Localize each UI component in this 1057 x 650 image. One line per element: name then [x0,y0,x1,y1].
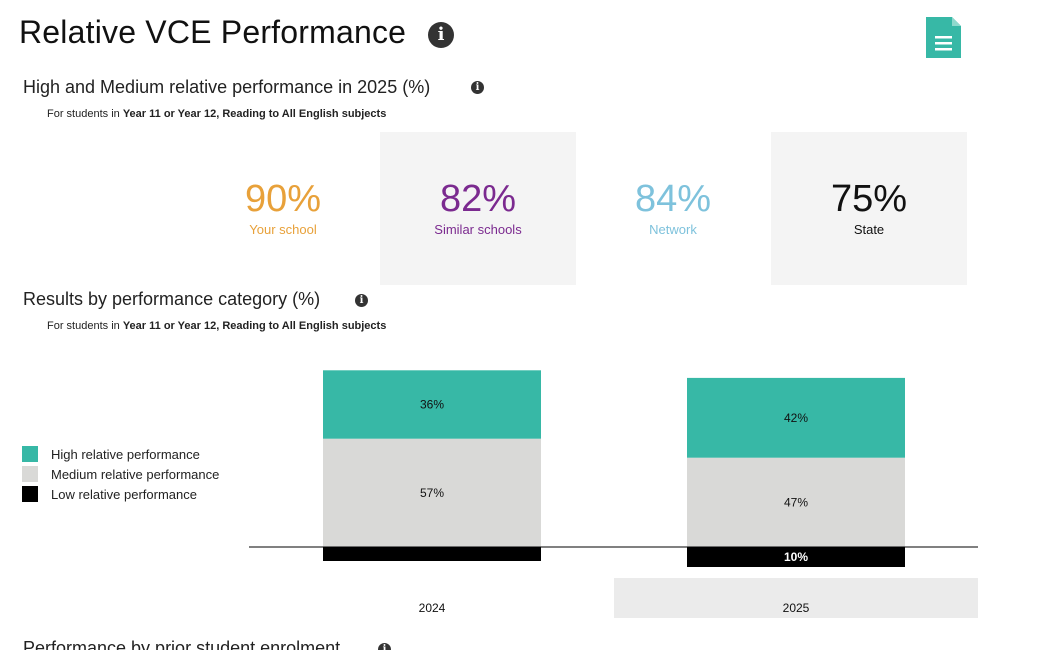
chart-legend: High relative performance Medium relativ… [22,444,219,504]
x-tick-label: 2025 [783,601,810,615]
legend-label: Low relative performance [51,486,197,502]
stat-value: 84% [634,178,712,220]
stat-similar-schools: 82% Similar schools [380,132,576,285]
bar-segment-medium [687,457,905,547]
bar-segment-low [323,547,541,561]
data-label-medium: 57% [420,486,444,500]
next-section-title: Performance by prior student enrolment [23,638,341,650]
summary-section-title: High and Medium relative performance in … [23,77,431,97]
legend-item-medium[interactable]: Medium relative performance [22,464,219,484]
category-highlight [614,578,978,618]
data-label-high: 42% [784,411,808,425]
legend-swatch-medium [22,466,38,482]
summary-subtitle-prefix: For students in [47,108,123,120]
bar-segment-low [687,547,905,567]
legend-label: High relative performance [51,446,200,462]
stat-network: 84% Network [575,132,771,285]
data-label-medium: 47% [784,495,808,509]
stat-your-school: 90% Your school [185,132,381,285]
results-section-title: Results by performance category (%) [23,289,321,309]
stat-value: 75% [830,178,908,220]
summary-info-icon[interactable]: i [471,81,484,94]
stat-value: 90% [244,178,322,220]
legend-label: Medium relative performance [51,466,220,482]
results-subtitle-prefix: For students in [47,320,123,332]
summary-subtitle: For students in Year 11 or Year 12, Read… [47,108,386,120]
stat-state: 75% State [771,132,967,285]
x-tick-label: 2024 [419,601,446,615]
stat-label: State [853,222,885,237]
bar-segment-medium [323,438,541,547]
legend-item-low[interactable]: Low relative performance [22,484,219,504]
legend-swatch-low [22,486,38,502]
data-label-low: 10% [784,550,808,564]
page-title: Relative VCE Performance [19,14,407,50]
summary-subtitle-bold: Year 11 or Year 12, Reading to All Engli… [122,108,387,120]
stat-label: Network [649,222,697,237]
legend-swatch-high [22,446,38,462]
stat-label: Similar schools [434,222,522,237]
stat-label: Your school [249,222,317,237]
stat-value: 82% [439,178,517,220]
results-subtitle: For students in Year 11 or Year 12, Read… [47,320,386,332]
data-label-high: 36% [420,398,444,412]
document-icon[interactable] [926,17,961,58]
legend-item-high[interactable]: High relative performance [22,444,219,464]
next-section-info-icon[interactable]: i [378,643,391,650]
info-icon[interactable]: i [428,22,454,48]
bar-segment-high [687,377,905,458]
bar-segment-high [323,370,541,439]
results-info-icon[interactable]: i [355,294,368,307]
results-subtitle-bold: Year 11 or Year 12, Reading to All Engli… [122,320,387,332]
